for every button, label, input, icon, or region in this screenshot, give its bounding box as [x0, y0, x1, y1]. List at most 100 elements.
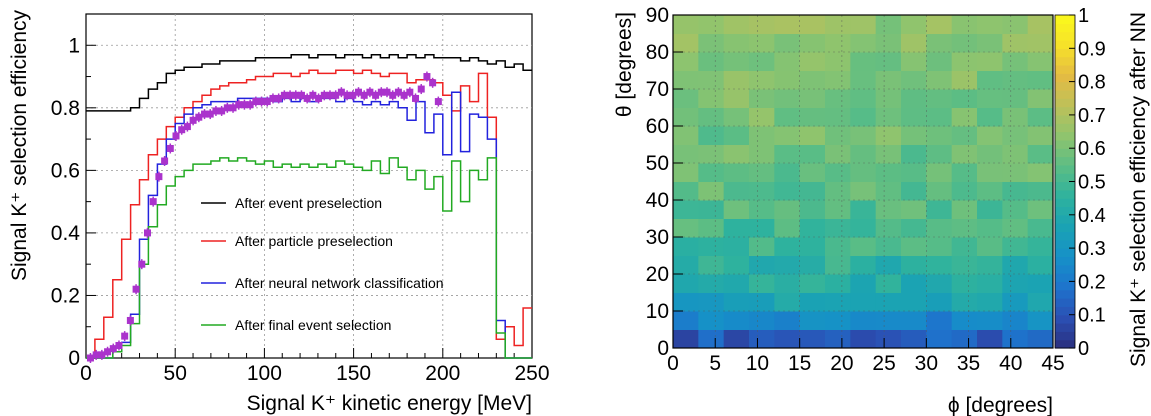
heatmap-cell: [901, 70, 927, 90]
colorbar-tick-label: 0.4: [1078, 205, 1106, 227]
left-x-tick-label: 250: [514, 362, 549, 385]
heatmap-cell: [723, 311, 750, 330]
heatmap-cell: [799, 126, 826, 145]
right-y-ticks: 0 10 20 30 40 50 60 70 80 90: [646, 4, 683, 360]
heatmap-cell: [673, 89, 699, 108]
heatmap-cell: [901, 329, 927, 349]
heatmap-cell: [977, 311, 1003, 330]
heatmap-cell: [749, 33, 775, 53]
colorbar-tick-label: 0.7: [1078, 105, 1106, 127]
heatmap-cell: [723, 126, 750, 145]
heatmap-cell: [825, 15, 851, 34]
heatmap-cell: [698, 144, 725, 164]
heatmap-cell: [799, 15, 826, 34]
heatmap-cell: [698, 33, 725, 53]
heatmap-cell: [698, 89, 725, 108]
right-y-tick-label: 10: [646, 300, 669, 323]
heatmap-cell: [723, 163, 750, 182]
heatmap-cell: [698, 274, 725, 293]
heatmap-cell: [977, 200, 1003, 219]
heatmap-cell: [825, 33, 851, 53]
colorbar-segment: [1055, 206, 1075, 216]
heatmap-cell: [875, 89, 902, 108]
heatmap-cell: [926, 181, 953, 201]
heatmap-cell: [977, 33, 1003, 53]
colorbar-segment: [1055, 81, 1075, 91]
colorbar-tick-label: 0.9: [1078, 38, 1106, 60]
series-line-0: [86, 53, 532, 112]
heatmap-cell: [1027, 70, 1054, 90]
heatmap-cell: [749, 181, 775, 201]
colorbar-label: Signal K⁺ selection efficiency after NN: [1127, 12, 1150, 367]
legend-label-1: After particle preselection: [235, 233, 393, 249]
heatmap-cell: [799, 200, 826, 219]
heatmap-cell: [901, 237, 927, 256]
heatmap-cell: [951, 218, 978, 238]
heatmap-cell: [723, 292, 750, 312]
heatmap-cell: [1027, 218, 1054, 238]
colorbar-segment: [1055, 139, 1075, 149]
heatmap-cell: [825, 237, 851, 256]
heatmap-cell: [1027, 200, 1054, 219]
heatmap-cell: [926, 15, 953, 34]
heatmap-cell: [1027, 311, 1054, 330]
heatmap-cell: [799, 255, 826, 275]
colorbar-segment: [1055, 15, 1075, 24]
right-x-tick-label: 0: [667, 352, 679, 375]
heatmap-cell: [875, 107, 902, 127]
heatmap-cell: [977, 237, 1003, 256]
heatmap-cell: [850, 237, 877, 256]
left-y-tick-label: 1: [68, 34, 80, 57]
heatmap-cell: [850, 33, 877, 53]
heatmap-cell: [951, 107, 978, 127]
colorbar-segment: [1055, 114, 1075, 124]
heatmap-cell: [926, 329, 953, 349]
right-grid: [673, 15, 1053, 348]
heatmap-cell: [901, 200, 927, 219]
heatmap-cell: [723, 89, 750, 108]
heatmap-cell: [723, 52, 750, 71]
heatmap-cell: [799, 181, 826, 201]
heatmap-cell: [850, 292, 877, 312]
heatmap-cell: [1002, 52, 1029, 71]
right-x-tick-label: 10: [746, 352, 769, 375]
heatmap-cell: [951, 15, 978, 34]
colorbar-tick-label: 0.2: [1078, 271, 1106, 293]
heatmap-cell: [875, 163, 902, 182]
heatmap-cell: [825, 89, 851, 108]
heatmap-cell: [926, 163, 953, 182]
heatmap-cell: [1027, 237, 1054, 256]
colorbar-segment: [1055, 39, 1075, 49]
series-line-3: [86, 157, 532, 359]
heatmap-cell: [850, 329, 877, 349]
heatmap-cell: [926, 311, 953, 330]
heatmap-cell: [774, 52, 801, 71]
heatmap-cell: [774, 70, 801, 90]
heatmap-cell: [749, 274, 775, 293]
heatmap-cell: [850, 107, 877, 127]
left-x-tick-label: 100: [247, 362, 282, 385]
colorbar-tick-label: 0.5: [1078, 172, 1106, 194]
colorbar-tick-label: 1: [1078, 5, 1089, 27]
colorbar-segment: [1055, 181, 1075, 191]
right-y-tick-label: 50: [646, 152, 669, 175]
heatmap-cell: [749, 126, 775, 145]
heatmap-cell: [698, 15, 725, 34]
heatmap-cell: [749, 292, 775, 312]
heatmap-cell: [1027, 52, 1054, 71]
efficiency-vs-energy-chart: 0 50 100 150 200 250 0 0.2 0.4 0.6 0.8 1 After eve…: [8, 10, 550, 415]
right-y-tick-label: 30: [646, 226, 669, 249]
left-y-ticks: 0 0.2 0.4 0.6 0.8 1: [51, 13, 96, 370]
heatmap-cell: [774, 144, 801, 164]
colorbar-segment: [1055, 89, 1075, 99]
heatmap-cell: [977, 70, 1003, 90]
left-plot-frame: [85, 13, 533, 359]
heatmap-cell: [825, 52, 851, 71]
heatmap-cell: [926, 89, 953, 108]
heatmap-cell: [799, 52, 826, 71]
heatmap-cell: [875, 200, 902, 219]
heatmap-cell: [1002, 200, 1029, 219]
heatmap-cell: [723, 144, 750, 164]
heatmap-cell: [1002, 33, 1029, 53]
